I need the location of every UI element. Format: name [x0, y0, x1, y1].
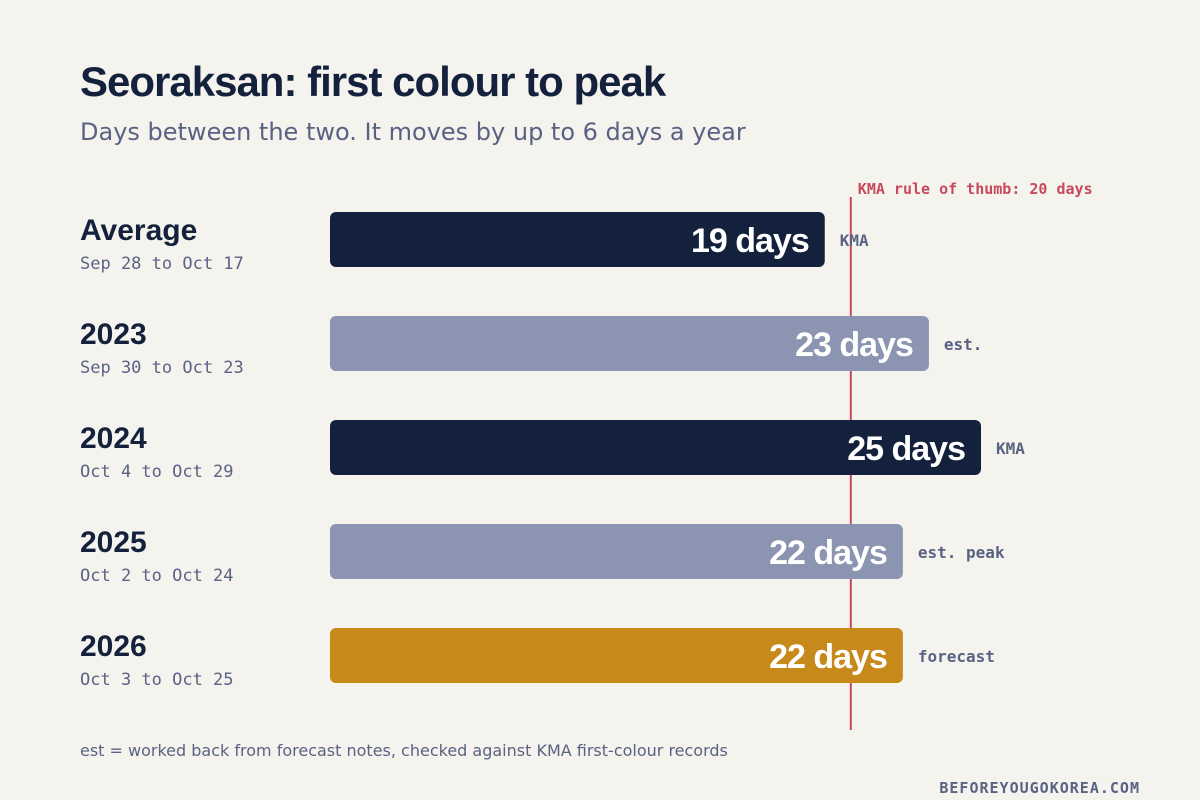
bar: [330, 628, 903, 683]
source-label: est. peak: [918, 543, 1005, 562]
source-label: KMA: [996, 439, 1025, 458]
source-label: est.: [944, 335, 983, 354]
bar: [330, 420, 981, 475]
bar: [330, 212, 825, 267]
date-range-label: Sep 28 to Oct 17: [80, 254, 244, 274]
chart-title: Seoraksan: first colour to peak: [80, 58, 666, 105]
bar-value-label: 25 days: [847, 430, 965, 468]
bar-value-label: 19 days: [691, 222, 809, 260]
source-label: KMA: [840, 231, 869, 250]
bar-value-label: 22 days: [769, 534, 887, 572]
category-label: 2024: [80, 422, 147, 455]
bar-value-label: 23 days: [795, 326, 913, 364]
date-range-label: Oct 3 to Oct 25: [80, 670, 234, 690]
date-range-label: Sep 30 to Oct 23: [80, 358, 244, 378]
category-label: 2026: [80, 630, 147, 663]
date-range-label: Oct 2 to Oct 24: [80, 566, 234, 586]
bar-value-label: 22 days: [769, 638, 887, 676]
category-label: Average: [80, 214, 197, 247]
bar: [330, 316, 929, 371]
category-label: 2023: [80, 318, 147, 351]
footnote: est = worked back from forecast notes, c…: [80, 741, 728, 760]
chart-subtitle: Days between the two. It moves by up to …: [80, 118, 746, 146]
date-range-label: Oct 4 to Oct 29: [80, 462, 234, 482]
source-label: forecast: [918, 647, 995, 666]
reference-line-label: KMA rule of thumb: 20 days: [858, 180, 1093, 198]
category-label: 2025: [80, 526, 147, 559]
bar: [330, 524, 903, 579]
brand-link[interactable]: BEFOREYOUGOKOREA.COM: [939, 779, 1140, 797]
